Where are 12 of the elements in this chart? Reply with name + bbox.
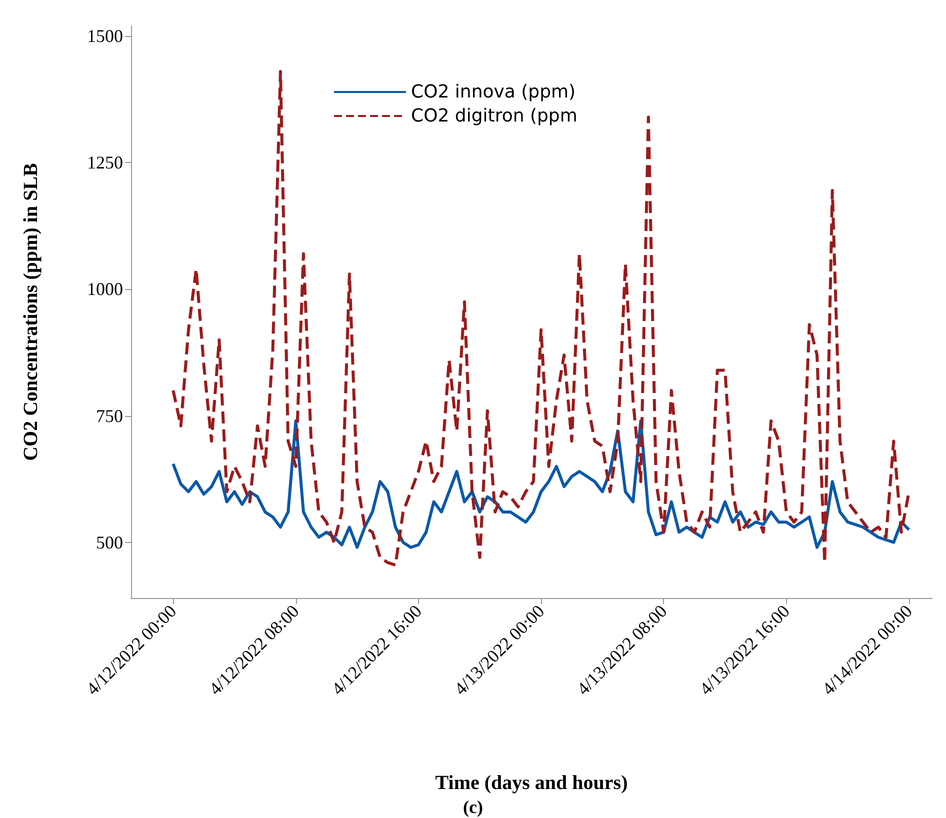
legend-label: CO2 digitron (ppm (411, 106, 578, 126)
line-series (172, 419, 911, 549)
legend-label: CO2 innova (ppm) (411, 82, 576, 102)
y-tick-label: 750 (96, 406, 123, 426)
line-series (172, 70, 911, 567)
x-axis-title: Time (days and hours) (435, 772, 628, 794)
y-tick-label: 1000 (87, 279, 123, 300)
y-tick-label: 1500 (87, 26, 123, 46)
y-tick-label: 1250 (87, 152, 123, 173)
y-axis-title: CO2 Concentrations (ppm) in SLB (20, 163, 42, 461)
y-tick-label: 500 (96, 532, 123, 552)
text: (c) (463, 797, 483, 817)
